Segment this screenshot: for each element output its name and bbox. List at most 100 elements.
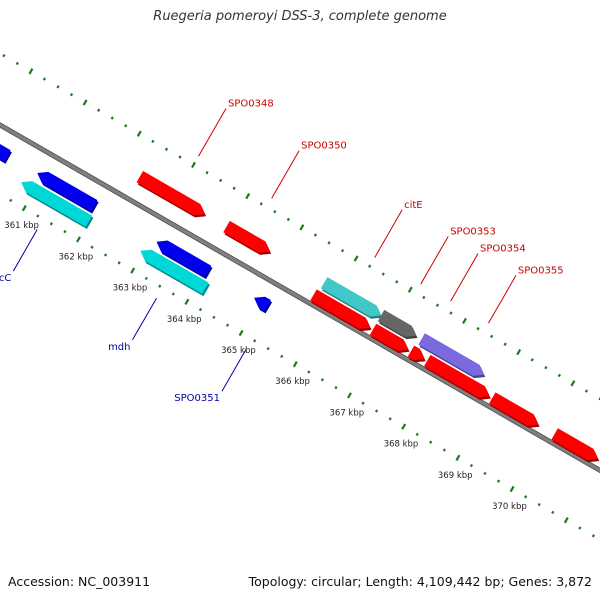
forward-scale-tick [435,303,440,307]
forward-scale-tick [353,255,359,262]
reverse-scale-tick [198,307,203,312]
forward-scale-tick [82,99,88,106]
forward-scale-tick [544,365,548,370]
feature-reverse-cds [0,144,11,162]
gene-label: SPO0355 [518,266,564,277]
genome-summary-label: Topology: circular; Length: 4,109,442 bp… [248,574,592,589]
forward-scale-tick [273,209,277,214]
forward-scale-tick [97,108,101,112]
reverse-scale-tick [496,479,501,483]
forward-scale-tick [449,311,453,315]
forward-scale-tick [56,85,60,89]
feature-forward-cds [223,220,270,253]
label-leader-line [12,229,38,272]
gene-label: SPO0350 [301,141,347,152]
feature-forward-cds [489,392,539,426]
forward-scale-tick [422,295,426,300]
forward-scale-tick [340,248,345,253]
kbp-label: 370 kbp [492,502,527,512]
kbp-label: 361 kbp [4,221,39,231]
reverse-scale-tick [320,378,324,382]
label-leader-line [198,108,227,157]
reverse-scale-tick [171,292,175,296]
reverse-scale-tick [591,534,595,538]
forward-scale-tick [232,186,236,190]
gene-label: sucC [0,273,11,284]
reverse-scale-tick [49,222,53,226]
reverse-scale-tick [212,315,216,320]
forward-scale-tick [557,373,561,378]
forward-scale-tick [395,280,399,284]
reverse-scale-tick [374,409,379,413]
map-title: Ruegeria pomeroyi DSS-3, complete genome [153,9,447,24]
forward-scale-tick [503,342,507,346]
forward-scale-tick [476,326,480,331]
forward-scale-tick [570,380,576,387]
forward-scale-tick [259,202,263,206]
reverse-scale-tick [9,198,13,203]
forward-scale-tick [2,53,6,58]
kbp-label: 365 kbp [221,346,256,356]
forward-scale-tick [407,286,413,293]
reverse-scale-tick [36,214,40,218]
label-leader-line [221,349,247,392]
feature-forward-cds [424,354,490,398]
label-leader-line [132,297,157,341]
accession-label: Accession: NC_003911 [8,574,151,589]
reverse-scale-tick [184,298,190,305]
kbp-label: 366 kbp [275,377,310,387]
label-leader-line [374,209,403,258]
reverse-scale-tick [469,463,474,468]
reverse-scale-tick [238,329,244,337]
reverse-scale-tick [90,245,94,249]
reverse-scale-tick [334,385,338,390]
forward-scale-tick [15,61,19,66]
forward-scale-tick [124,124,128,128]
reverse-scale-tick [551,510,555,515]
forward-scale-tick [299,224,305,231]
feature-forward-cds [369,323,409,351]
forward-scale-tick [110,116,114,120]
reverse-scale-tick [225,323,230,327]
forward-scale-tick [516,348,522,356]
forward-scale-tick [164,147,169,151]
reverse-scale-tick [292,361,298,368]
gene-label: SPO0354 [480,244,526,255]
feature-forward-cds [136,171,205,216]
feature-reverse-rna [140,249,209,294]
forward-scale-tick [327,241,331,245]
gene-label: mdh [108,342,130,353]
feature-reverse-cds [156,240,212,277]
reverse-scale-tick [63,229,67,234]
reverse-scale-tick [361,401,365,405]
forward-scale-tick [28,68,34,75]
gene-label: SPO0348 [228,99,274,110]
label-leader-line [450,253,479,302]
forward-scale-tick [462,317,467,325]
reverse-scale-tick [442,448,446,452]
forward-scale-tick [219,178,223,183]
feature-forward-cds [551,428,598,460]
reverse-scale-tick [103,253,108,257]
reverse-scale-tick [455,454,461,461]
reverse-scale-tick [253,339,257,343]
forward-scale-tick [136,130,142,137]
forward-scale-tick [286,217,290,222]
forward-scale-tick [191,161,196,169]
reverse-scale-tick [144,276,148,281]
backbone-line-shadow [0,122,600,474]
label-leader-line [271,150,300,199]
feature-forward-purple [418,333,484,376]
kbp-label: 369 kbp [438,471,473,481]
reverse-scale-tick [401,423,407,430]
reverse-scale-tick [388,417,392,421]
reverse-scale-tick [117,261,121,265]
label-leader-line [420,236,449,285]
reverse-scale-tick [483,471,487,476]
reverse-scale-tick [537,502,541,507]
kbp-label: 367 kbp [330,408,365,418]
forward-scale-tick [151,139,155,144]
forward-scale-tick [368,264,372,268]
reverse-scale-tick [130,267,136,274]
forward-scale-tick [178,155,182,159]
